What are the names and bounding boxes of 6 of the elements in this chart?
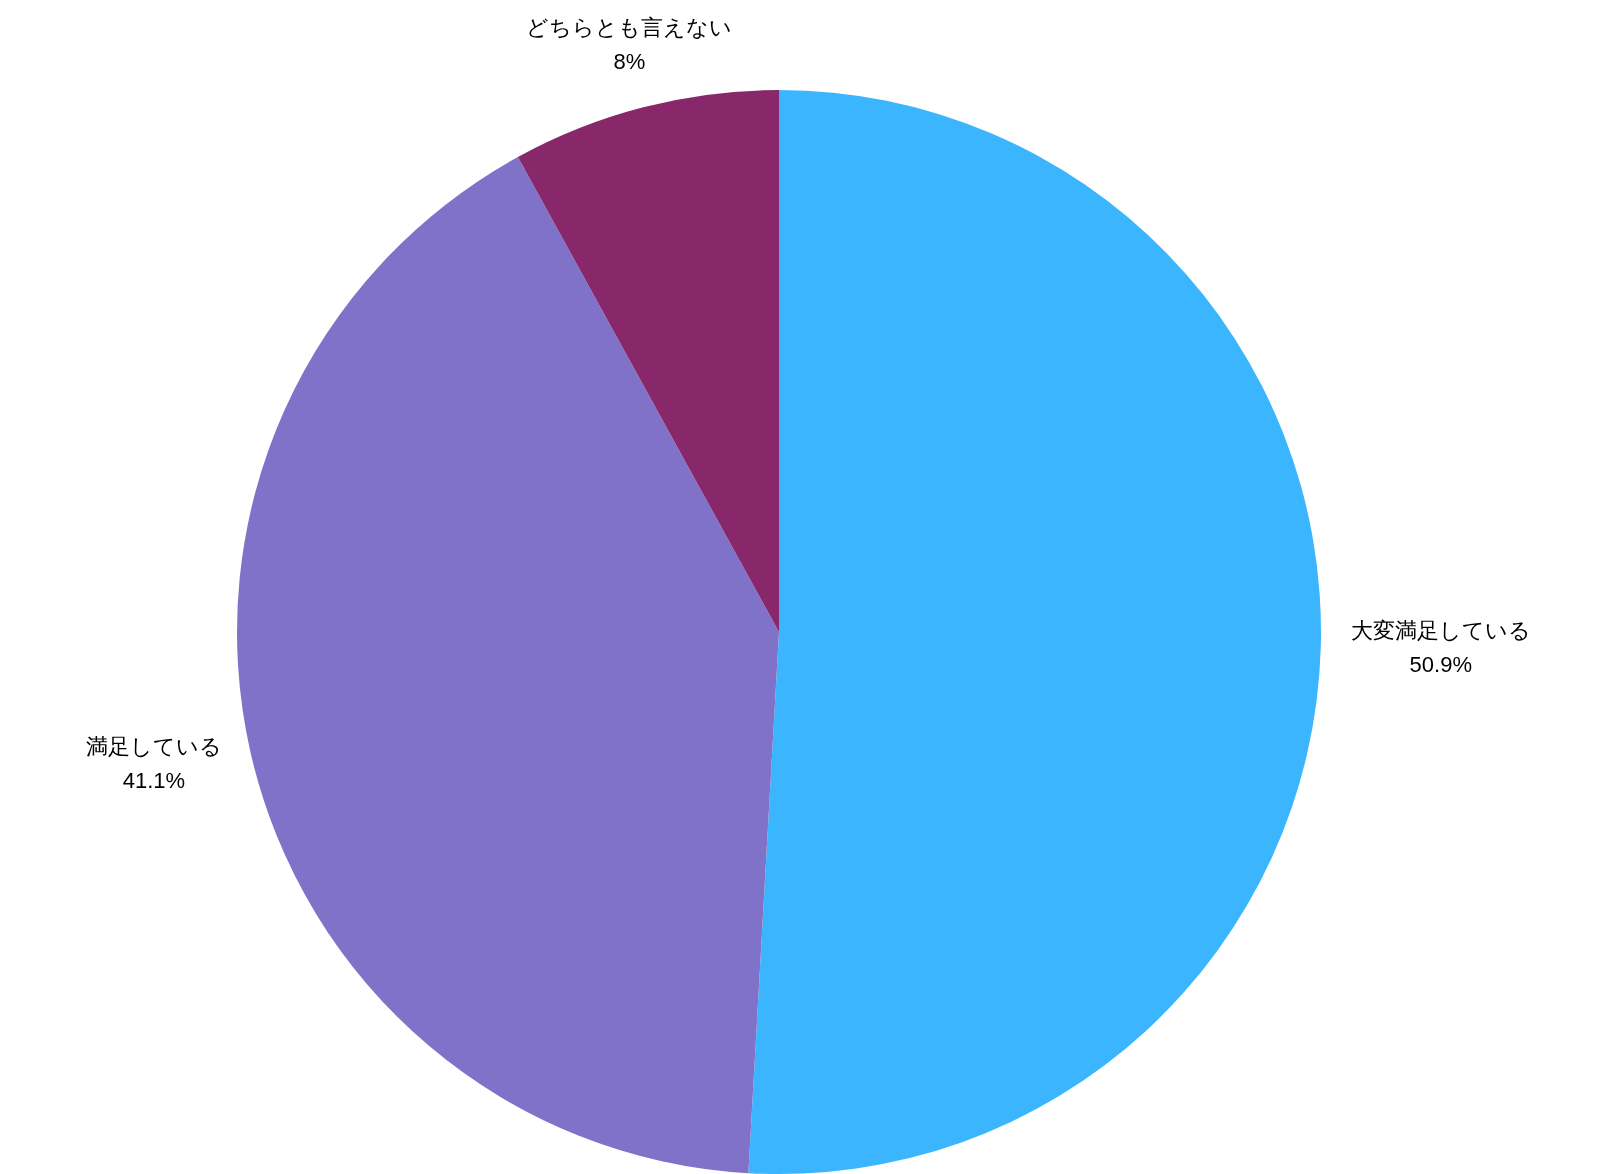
- slice-label: 大変満足している: [1350, 618, 1531, 644]
- data-label: 8%: [613, 49, 646, 75]
- slice-label: どちらとも言えない: [526, 15, 733, 41]
- data-label: 50.9%: [1409, 652, 1472, 678]
- slice-label: 満足している: [85, 734, 222, 760]
- data-label: 41.1%: [122, 768, 186, 794]
